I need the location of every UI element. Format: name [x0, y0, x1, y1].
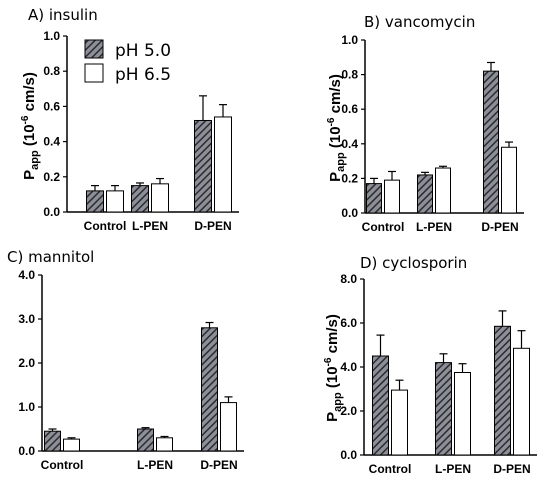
panel-a-y-tick-label: 1.0 [43, 29, 60, 43]
panel-c-x-label-control: Control [41, 458, 84, 472]
panel-b-bar-control-ph5 [366, 183, 382, 214]
panel-d-cyclosporin: 0.0 2.0 4.0 6.0 8.0 Control L-PEN D-PEN Papp (10… [323, 272, 537, 476]
panel-c-bar-d-pen-ph65 [220, 402, 237, 452]
panel-b-title: B) vancomycin [364, 13, 475, 31]
panel-d-bar-l-pen-ph5 [435, 362, 452, 456]
panel-d-y-tick-label: 2.0 [340, 404, 357, 418]
panel-d-bar-d-pen-ph65 [513, 347, 530, 456]
panel-d-bar-control-ph5 [372, 355, 389, 456]
panel-b-x-label-control: Control [362, 220, 405, 234]
panel-a-bar-control-ph65 [106, 190, 124, 213]
panel-d-y-tick-label: 4.0 [340, 360, 357, 374]
panel-b-y-tick-label: 0.2 [341, 171, 358, 185]
panel-c-y-tick-label: 1.0 [18, 400, 35, 414]
panel-c-bar-control-ph5 [44, 430, 61, 452]
panel-d-y-tick-label: 6.0 [340, 316, 357, 330]
panel-a-y-tick-label: 0.8 [43, 64, 60, 78]
panel-c-bar-l-pen-ph65 [156, 437, 173, 452]
panel-c-title: C) mannitol [7, 248, 94, 266]
panel-a-bar-d-pen-ph65 [214, 116, 232, 213]
panel-d-x-label-control: Control [369, 462, 412, 476]
panel-b-y-tick-label: 1.0 [341, 33, 358, 47]
panel-d-bar-d-pen-ph5 [494, 325, 511, 456]
panel-c-mannitol: 0.0 1.0 2.0 3.0 4.0 Control L-PEN D-PEN [18, 268, 244, 472]
panel-a-y-axis-label: Papp (10-6 cm/s) [20, 72, 41, 180]
panel-b-y-tick-label: 0.0 [341, 206, 358, 220]
panel-a-y-tick-label: 0.2 [43, 170, 60, 184]
panel-c-x-label-l-pen: L-PEN [137, 458, 173, 472]
panel-d-title: D) cyclosporin [360, 254, 467, 272]
panel-a-y-tick-label: 0.6 [43, 99, 60, 113]
panel-c-bar-l-pen-ph5 [137, 428, 154, 452]
panel-b-bar-d-pen-ph5 [483, 70, 499, 214]
panel-c-y-tick-label: 4.0 [18, 268, 35, 282]
panel-b-bar-l-pen-ph65 [435, 167, 451, 214]
legend-swatch-ph5 [84, 39, 104, 59]
panel-c-x-label-d-pen: D-PEN [200, 458, 237, 472]
panel-a-y-tick-label: 0.4 [43, 135, 60, 149]
panel-a-bar-d-pen-ph5 [194, 119, 212, 213]
panel-b-bar-d-pen-ph65 [501, 146, 517, 214]
panel-a-bar-control-ph5 [86, 190, 104, 213]
panel-a-bar-l-pen-ph5 [131, 185, 149, 213]
legend-label-ph65: pH 6.5 [115, 65, 171, 85]
panel-d-bar-l-pen-ph65 [454, 372, 471, 456]
panel-b-x-label-l-pen: L-PEN [416, 220, 452, 234]
panel-a-title: A) insulin [28, 6, 98, 24]
panel-a-y-tick-label: 0.0 [43, 205, 60, 219]
panel-b-y-tick-label: 0.8 [341, 68, 358, 82]
panel-c-y-tick-label: 3.0 [18, 312, 35, 326]
panel-c-bar-control-ph65 [63, 438, 80, 452]
panel-b-vancomycin: 0.0 0.2 0.4 0.6 0.8 1.0 Control L-PEN D-PEN Papp … [326, 33, 524, 234]
panel-c-bar-d-pen-ph5 [201, 327, 218, 452]
panel-a-x-label-d-pen: D-PEN [194, 219, 231, 233]
panel-a-bar-l-pen-ph65 [151, 183, 169, 213]
panel-d-bar-control-ph65 [391, 389, 408, 456]
panel-c-y-tick-label: 0.0 [18, 444, 35, 458]
panel-c-y-tick-label: 2.0 [18, 356, 35, 370]
panel-b-y-tick-label: 0.4 [341, 137, 358, 151]
legend-swatch-ph65 [84, 63, 104, 83]
panel-b-x-label-d-pen: D-PEN [481, 220, 518, 234]
panel-b-y-axis-label: Papp (10-6 cm/s) [326, 74, 347, 182]
panel-d-y-tick-label: 0.0 [340, 448, 357, 462]
panel-d-x-label-d-pen: D-PEN [493, 462, 530, 476]
legend: pH 5.0 pH 6.5 [84, 39, 171, 85]
legend-label-ph5: pH 5.0 [115, 41, 171, 61]
panel-a-insulin: 0.0 0.2 0.4 0.6 0.8 1.0 Control L-PEN D-PEN Papp … [20, 29, 239, 233]
panel-b-y-tick-label: 0.6 [341, 102, 358, 116]
panel-b-bar-control-ph65 [384, 179, 400, 214]
panel-d-x-label-l-pen: L-PEN [435, 462, 471, 476]
panel-a-x-label-l-pen: L-PEN [132, 219, 168, 233]
panel-d-y-axis-label: Papp (10-6 cm/s) [323, 314, 344, 422]
panel-b-bar-l-pen-ph5 [417, 174, 433, 214]
panel-a-x-label-control: Control [84, 219, 127, 233]
panel-d-y-tick-label: 8.0 [340, 272, 357, 286]
